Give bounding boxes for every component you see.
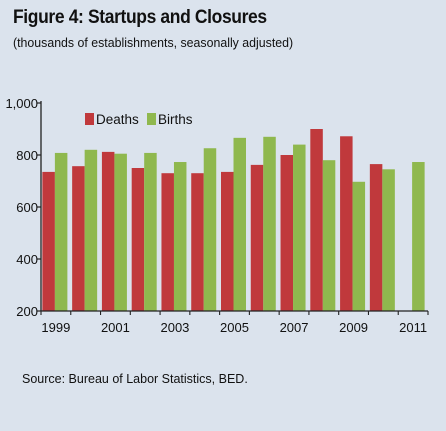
legend-label-deaths: Deaths	[96, 112, 139, 127]
bar-deaths-2007	[280, 155, 294, 311]
bar-births-2009	[352, 181, 366, 311]
bar-deaths-2006	[250, 164, 264, 311]
bar-deaths-2000	[72, 166, 85, 311]
y-tick-label-400: 400	[16, 252, 38, 267]
y-tick-label-600: 600	[16, 200, 38, 215]
bar-births-2010	[382, 169, 395, 311]
bar-births-2008	[322, 160, 336, 311]
bar-births-2004	[203, 148, 217, 311]
y-tick-label-200: 200	[16, 304, 38, 319]
legend-swatch-deaths	[85, 113, 94, 125]
x-tick-label-2011: 2011	[399, 320, 427, 335]
legend-label-births: Births	[158, 112, 193, 127]
x-tick-label-2001: 2001	[101, 320, 130, 335]
legend-swatch-births	[147, 113, 156, 125]
chart-source: Source: Bureau of Labor Statistics, BED.	[22, 372, 248, 386]
bar-births-2005	[233, 137, 246, 311]
bars-group	[42, 129, 425, 311]
chart-subtitle: (thousands of establishments, seasonally…	[13, 35, 294, 50]
bar-deaths-2004	[191, 173, 204, 311]
axes-group: 200 400 600 800 1,000 1999 2001 2003 2005 2007 200…	[5, 96, 429, 335]
x-tick-label-2003: 2003	[160, 320, 189, 335]
bar-deaths-2010	[369, 164, 383, 311]
x-tick-label-2007: 2007	[280, 320, 309, 335]
bar-deaths-2003	[161, 173, 174, 311]
y-tick-label-1000: 1,000	[5, 96, 38, 111]
bar-deaths-2002	[131, 168, 145, 311]
chart-title: Figure 4: Startups and Closures	[13, 7, 267, 28]
bar-deaths-2008	[310, 129, 323, 311]
bar-births-2007	[293, 144, 306, 311]
bar-deaths-1999	[42, 171, 55, 311]
bar-births-2003	[173, 162, 187, 311]
bar-births-2011	[412, 162, 425, 311]
bar-births-1999	[54, 152, 68, 311]
x-tick-label-2005: 2005	[220, 320, 249, 335]
y-tick-label-800: 800	[16, 148, 38, 163]
bar-deaths-2005	[221, 171, 234, 311]
legend: Deaths Births	[85, 112, 193, 127]
bar-births-2000	[84, 149, 98, 311]
bar-deaths-2001	[101, 151, 115, 311]
bar-deaths-2009	[340, 136, 353, 311]
x-tick-label-2009: 2009	[339, 320, 368, 335]
bar-births-2002	[144, 152, 157, 311]
x-tick-label-1999: 1999	[41, 320, 70, 335]
bar-births-2001	[114, 153, 127, 311]
bar-births-2006	[263, 136, 276, 311]
